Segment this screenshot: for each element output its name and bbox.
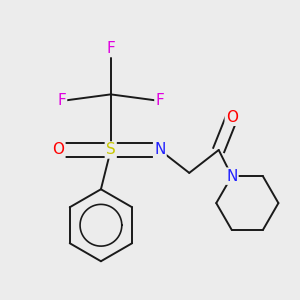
Text: F: F <box>106 41 115 56</box>
Text: F: F <box>57 93 66 108</box>
Text: O: O <box>52 142 64 158</box>
Text: S: S <box>106 142 116 158</box>
Text: F: F <box>155 93 164 108</box>
Text: N: N <box>154 142 166 158</box>
Text: N: N <box>226 169 238 184</box>
Text: O: O <box>226 110 238 125</box>
